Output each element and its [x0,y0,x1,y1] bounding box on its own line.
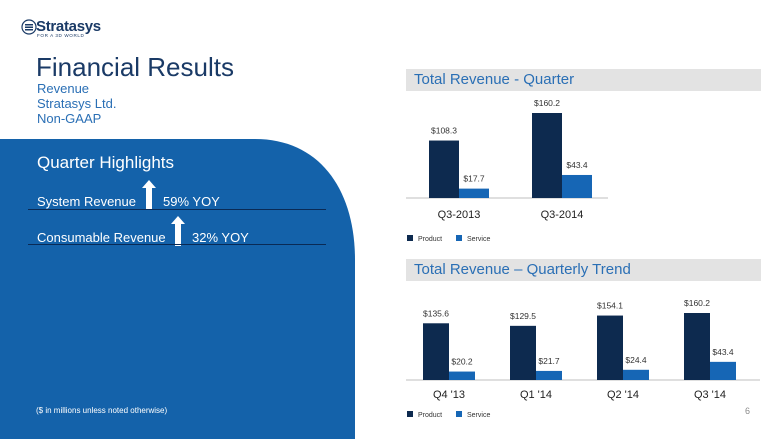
subtitle-line: Revenue [37,81,90,96]
bar-service [536,370,562,380]
category-tick-label: Q4 '13 [433,389,465,401]
data-label: $24.4 [625,355,647,365]
highlight-divider [28,244,326,245]
data-label: $108.3 [431,126,457,136]
bar-product [597,315,623,380]
chart-header-quarter: Total Revenue - Quarter [406,69,761,91]
bar-service [459,188,489,198]
legend-label: Service [467,412,490,419]
legend-swatch [407,235,413,241]
bar-product [532,113,562,198]
highlights-title: Quarter Highlights [37,153,175,172]
highlight-value: 32% YOY [192,230,249,245]
highlight-value: 59% YOY [163,194,220,209]
bar-service [449,371,475,380]
highlight-label: Consumable Revenue [37,230,166,245]
bar-service [562,174,592,198]
page-number: 6 [745,406,751,416]
logo-wordmark: Stratasys [36,18,101,35]
legend-label: Product [418,412,442,419]
data-label: $129.5 [510,311,536,321]
data-label: $20.2 [451,357,473,367]
chart-title: Total Revenue – Quarterly Trend [414,261,631,278]
data-label: $154.1 [597,301,623,311]
bar-product [510,325,536,380]
highlight-divider [28,209,326,210]
data-label: $160.2 [534,98,560,108]
legend-swatch [456,235,462,241]
chart-header-trend: Total Revenue – Quarterly Trend [406,259,761,281]
bar-service [623,369,649,380]
category-tick-label: Q3-2013 [438,209,481,221]
data-label: $160.2 [684,298,710,308]
legend-swatch [456,411,462,417]
data-label: $21.7 [538,356,560,366]
footnote: ($ in millions unless noted otherwise) [36,406,168,415]
legend-label: Service [467,236,490,243]
bar-service [710,361,736,380]
data-label: $17.7 [463,174,485,184]
subtitle-line: Stratasys Ltd. [37,96,117,111]
bar-product [429,140,459,198]
legend-label: Product [418,236,442,243]
category-tick-label: Q3 '14 [694,389,726,401]
up-arrow-icon [171,216,185,246]
data-label: $43.4 [566,160,588,170]
logo-tagline: FOR A 3D WORLD [37,33,85,38]
category-tick-label: Q3-2014 [541,209,584,221]
subtitle-line: Non-GAAP [37,111,102,126]
up-arrow-icon [142,180,156,210]
stratasys-logo-icon [21,19,37,35]
bar-product [684,313,710,380]
highlight-label: System Revenue [37,194,136,209]
category-tick-label: Q1 '14 [520,389,552,401]
legend-swatch [407,411,413,417]
category-tick-label: Q2 '14 [607,389,639,401]
page-title: Financial Results [36,52,234,82]
data-label: $135.6 [423,308,449,318]
data-label: $43.4 [712,347,734,357]
chart-title: Total Revenue - Quarter [414,71,575,88]
bar-product [423,323,449,380]
